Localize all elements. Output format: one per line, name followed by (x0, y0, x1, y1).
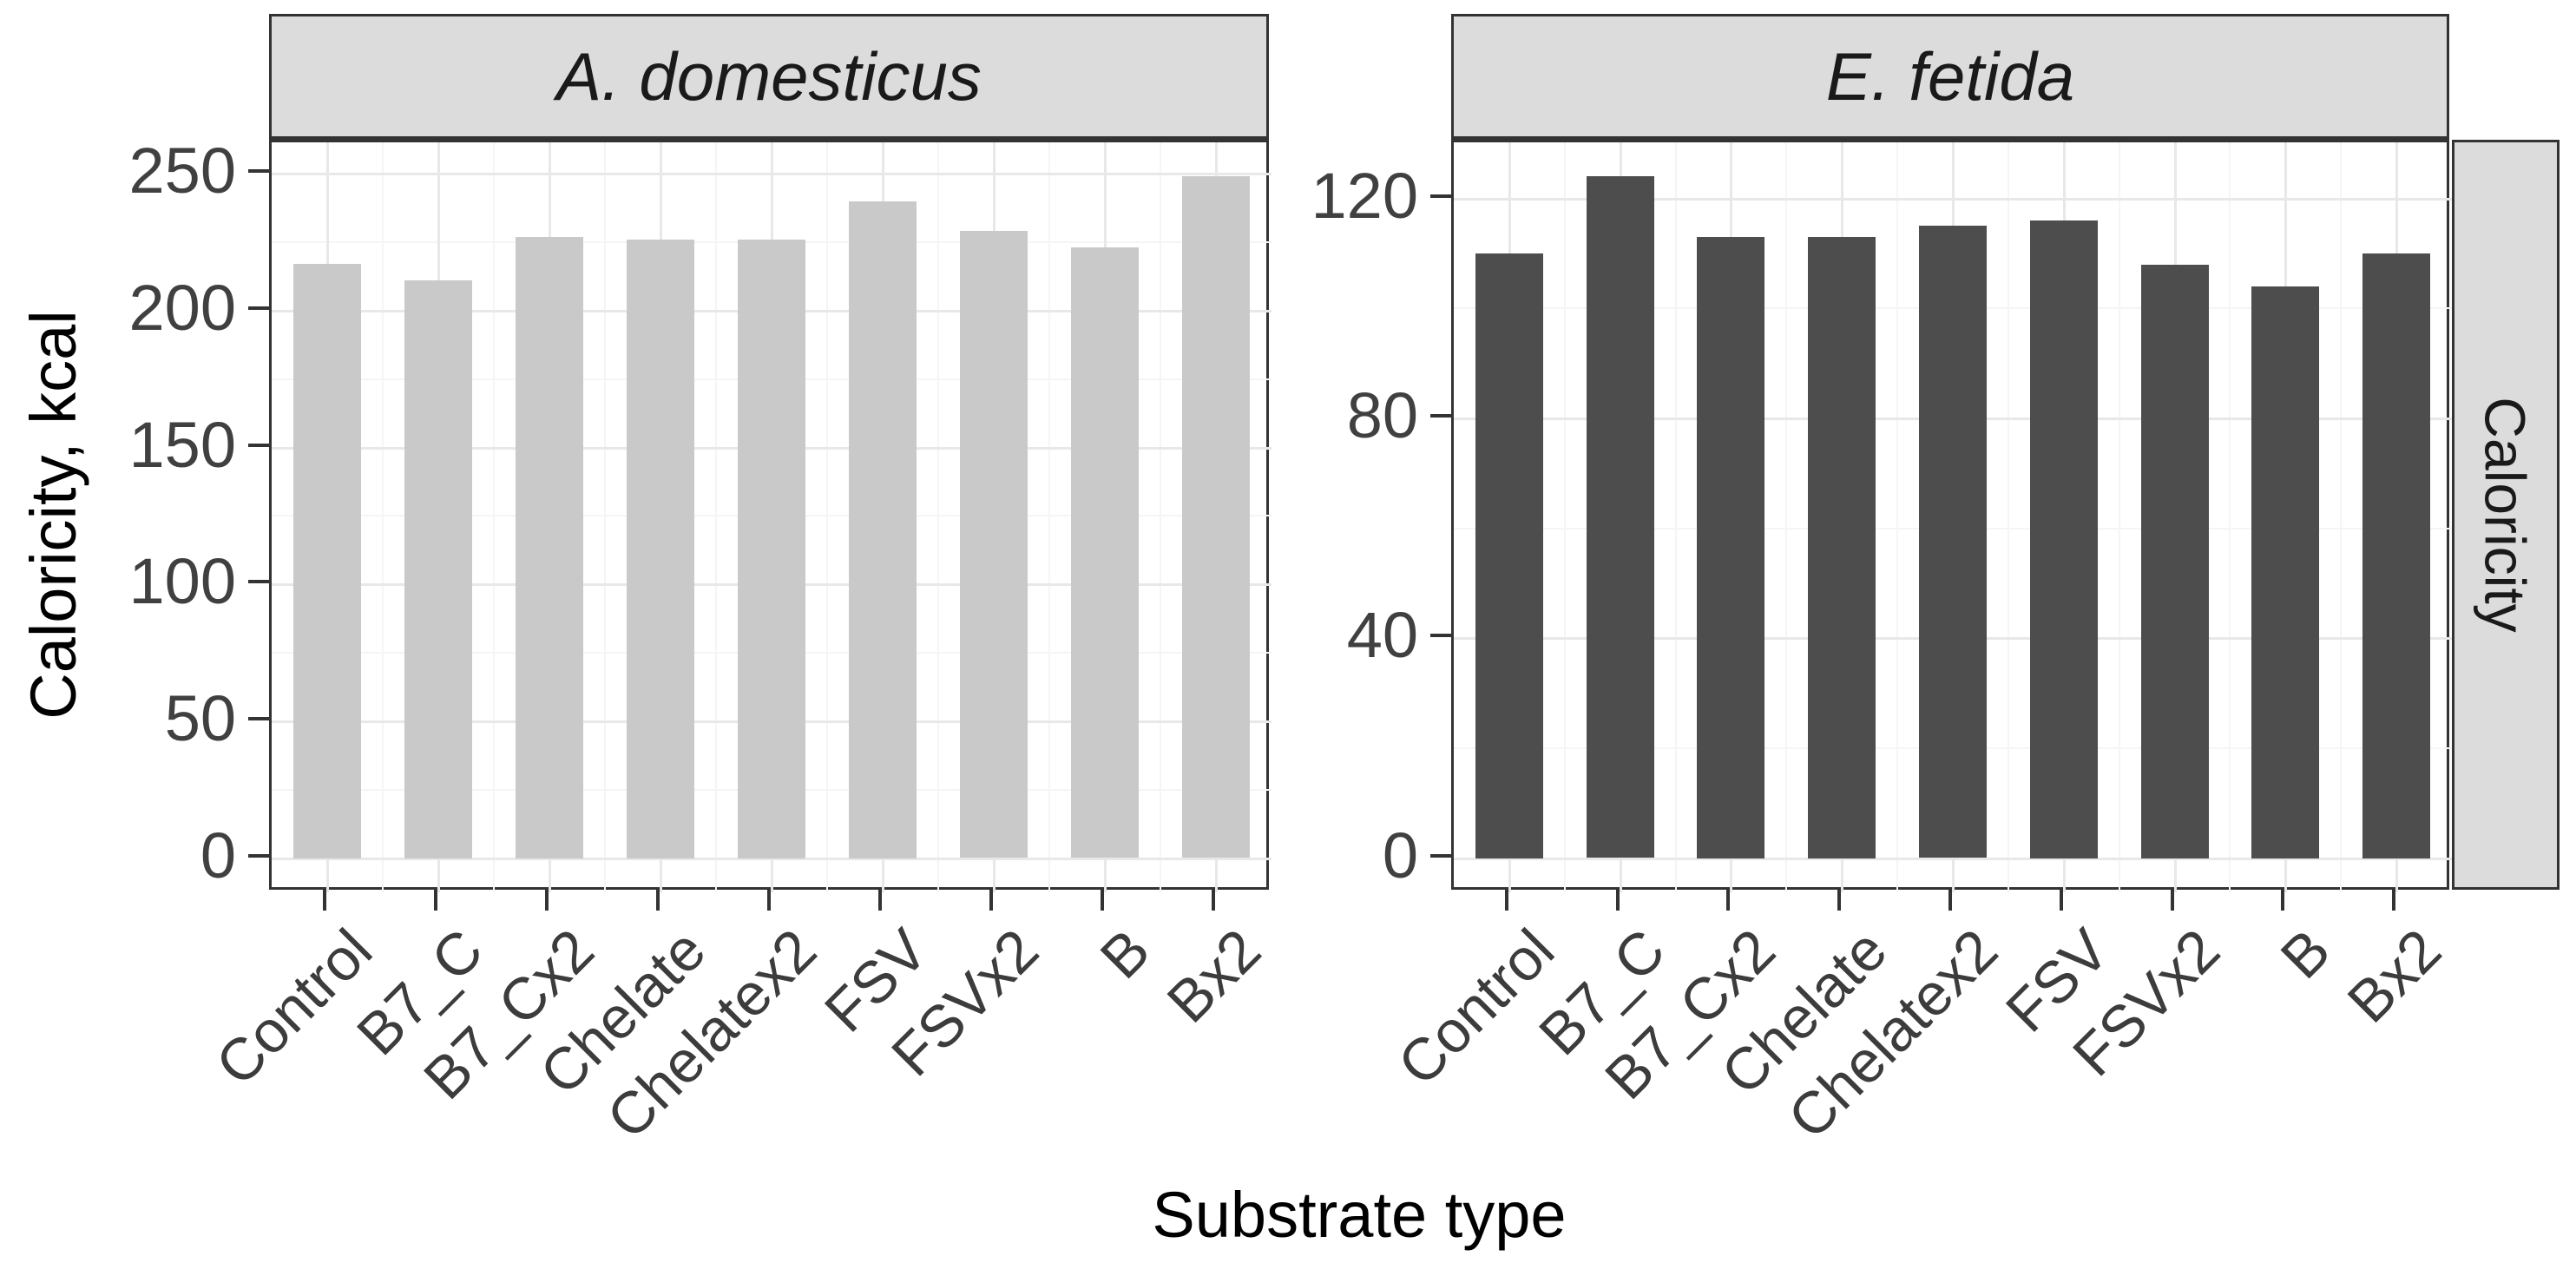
y-tick (1430, 194, 1451, 198)
bar-B7_Cx2 (1697, 237, 1764, 858)
gridline-vertical-minor (2229, 142, 2231, 892)
bar-Chelatex2 (738, 240, 805, 858)
bar-FSV (849, 201, 917, 858)
y-tick (1430, 414, 1451, 418)
gridline-vertical-minor (1160, 142, 1161, 892)
x-tick (2060, 890, 2063, 911)
x-tick (1837, 890, 1841, 911)
bar-FSVx2 (2141, 265, 2209, 858)
bar-FSVx2 (960, 231, 1028, 858)
x-tick (323, 890, 326, 911)
y-tick (248, 580, 269, 583)
facet-strip-label: E. fetida (1825, 38, 2075, 115)
x-tick (545, 890, 549, 911)
gridline-vertical-minor (493, 142, 495, 892)
gridline-vertical-minor (1564, 142, 1566, 892)
y-tick-label: 100 (128, 545, 236, 617)
y-tick-label: 50 (164, 682, 236, 754)
gridline-vertical-minor (937, 142, 939, 892)
gridline-vertical-minor (382, 142, 384, 892)
bar-Control (293, 264, 361, 858)
bar-Control (1475, 253, 1543, 858)
x-tick (2392, 890, 2395, 911)
gridline-horizontal-major (272, 173, 1272, 175)
bar-B (1071, 247, 1139, 858)
gridline-horizontal-major (1454, 198, 2452, 201)
bar-B7_C (1587, 176, 1654, 858)
gridline-horizontal-major (1454, 858, 2452, 860)
y-tick (248, 306, 269, 310)
facet-strip-label: A. domesticus (556, 38, 982, 115)
y-tick-label: 250 (128, 135, 236, 207)
gridline-vertical-minor (2340, 142, 2342, 892)
bar-Chelate (1808, 237, 1876, 858)
y-tick (248, 444, 269, 447)
y-tick-label: 40 (1346, 599, 1418, 671)
y-tick (248, 169, 269, 173)
y-tick-label: 150 (128, 409, 236, 481)
x-tick (1505, 890, 1508, 911)
y-tick-label: 200 (128, 272, 236, 344)
facet-strip-left: A. domesticus (269, 14, 1269, 140)
gridline-vertical-minor (2119, 142, 2120, 892)
gridline-vertical-minor (715, 142, 717, 892)
gridline-vertical-minor (1048, 142, 1050, 892)
plot-panel-left (269, 140, 1272, 892)
gridline-vertical-minor (1896, 142, 1898, 892)
x-tick-label-Bx2: Bx2 (1154, 917, 1273, 1036)
x-tick (989, 890, 993, 911)
x-tick (1726, 890, 1730, 911)
gridline-vertical-minor (826, 142, 828, 892)
bar-Bx2 (1182, 176, 1250, 858)
x-tick (1948, 890, 1952, 911)
gridline-vertical-minor (2008, 142, 2009, 892)
gridline-vertical-minor (604, 142, 606, 892)
x-tick (767, 890, 771, 911)
y-tick-label: 120 (1311, 160, 1418, 232)
x-tick-label-B: B (1088, 917, 1162, 991)
y-tick (248, 854, 269, 858)
bar-FSV (2030, 220, 2098, 858)
x-tick (2171, 890, 2174, 911)
x-tick-label-Control: Control (203, 917, 384, 1098)
facet-strip-right: E. fetida (1451, 14, 2449, 140)
x-tick (1101, 890, 1104, 911)
y-tick-label: 0 (1382, 819, 1418, 891)
facet-strip-caloricity-label: Caloricity (2474, 397, 2539, 633)
y-tick (248, 717, 269, 720)
facet-strip-caloricity: Caloricity (2452, 140, 2560, 890)
x-tick-label-B: B (2268, 917, 2343, 991)
bar-B7_Cx2 (516, 237, 583, 858)
x-tick (434, 890, 437, 911)
bar-B7_C (404, 280, 472, 858)
y-tick-label: 0 (200, 819, 236, 891)
x-tick (2281, 890, 2284, 911)
y-axis-title: Caloricity, kcal (17, 310, 89, 720)
x-tick (656, 890, 660, 911)
gridline-vertical-minor (1675, 142, 1677, 892)
x-tick (1616, 890, 1620, 911)
bar-Chelatex2 (1919, 226, 1987, 858)
bar-B (2251, 286, 2319, 858)
x-tick (878, 890, 882, 911)
y-tick-label: 80 (1346, 379, 1418, 451)
x-axis-title: Substrate type (1152, 1179, 1567, 1251)
x-tick-label-Bx2: Bx2 (2335, 917, 2454, 1036)
y-tick (1430, 634, 1451, 637)
x-tick-label-Control: Control (1385, 917, 1567, 1098)
bar-Bx2 (2362, 253, 2430, 858)
gridline-vertical-minor (1785, 142, 1787, 892)
bar-Chelate (627, 240, 694, 858)
x-tick (1212, 890, 1215, 911)
gridline-horizontal-major (272, 858, 1272, 860)
y-tick (1430, 854, 1451, 858)
plot-panel-right (1451, 140, 2452, 892)
